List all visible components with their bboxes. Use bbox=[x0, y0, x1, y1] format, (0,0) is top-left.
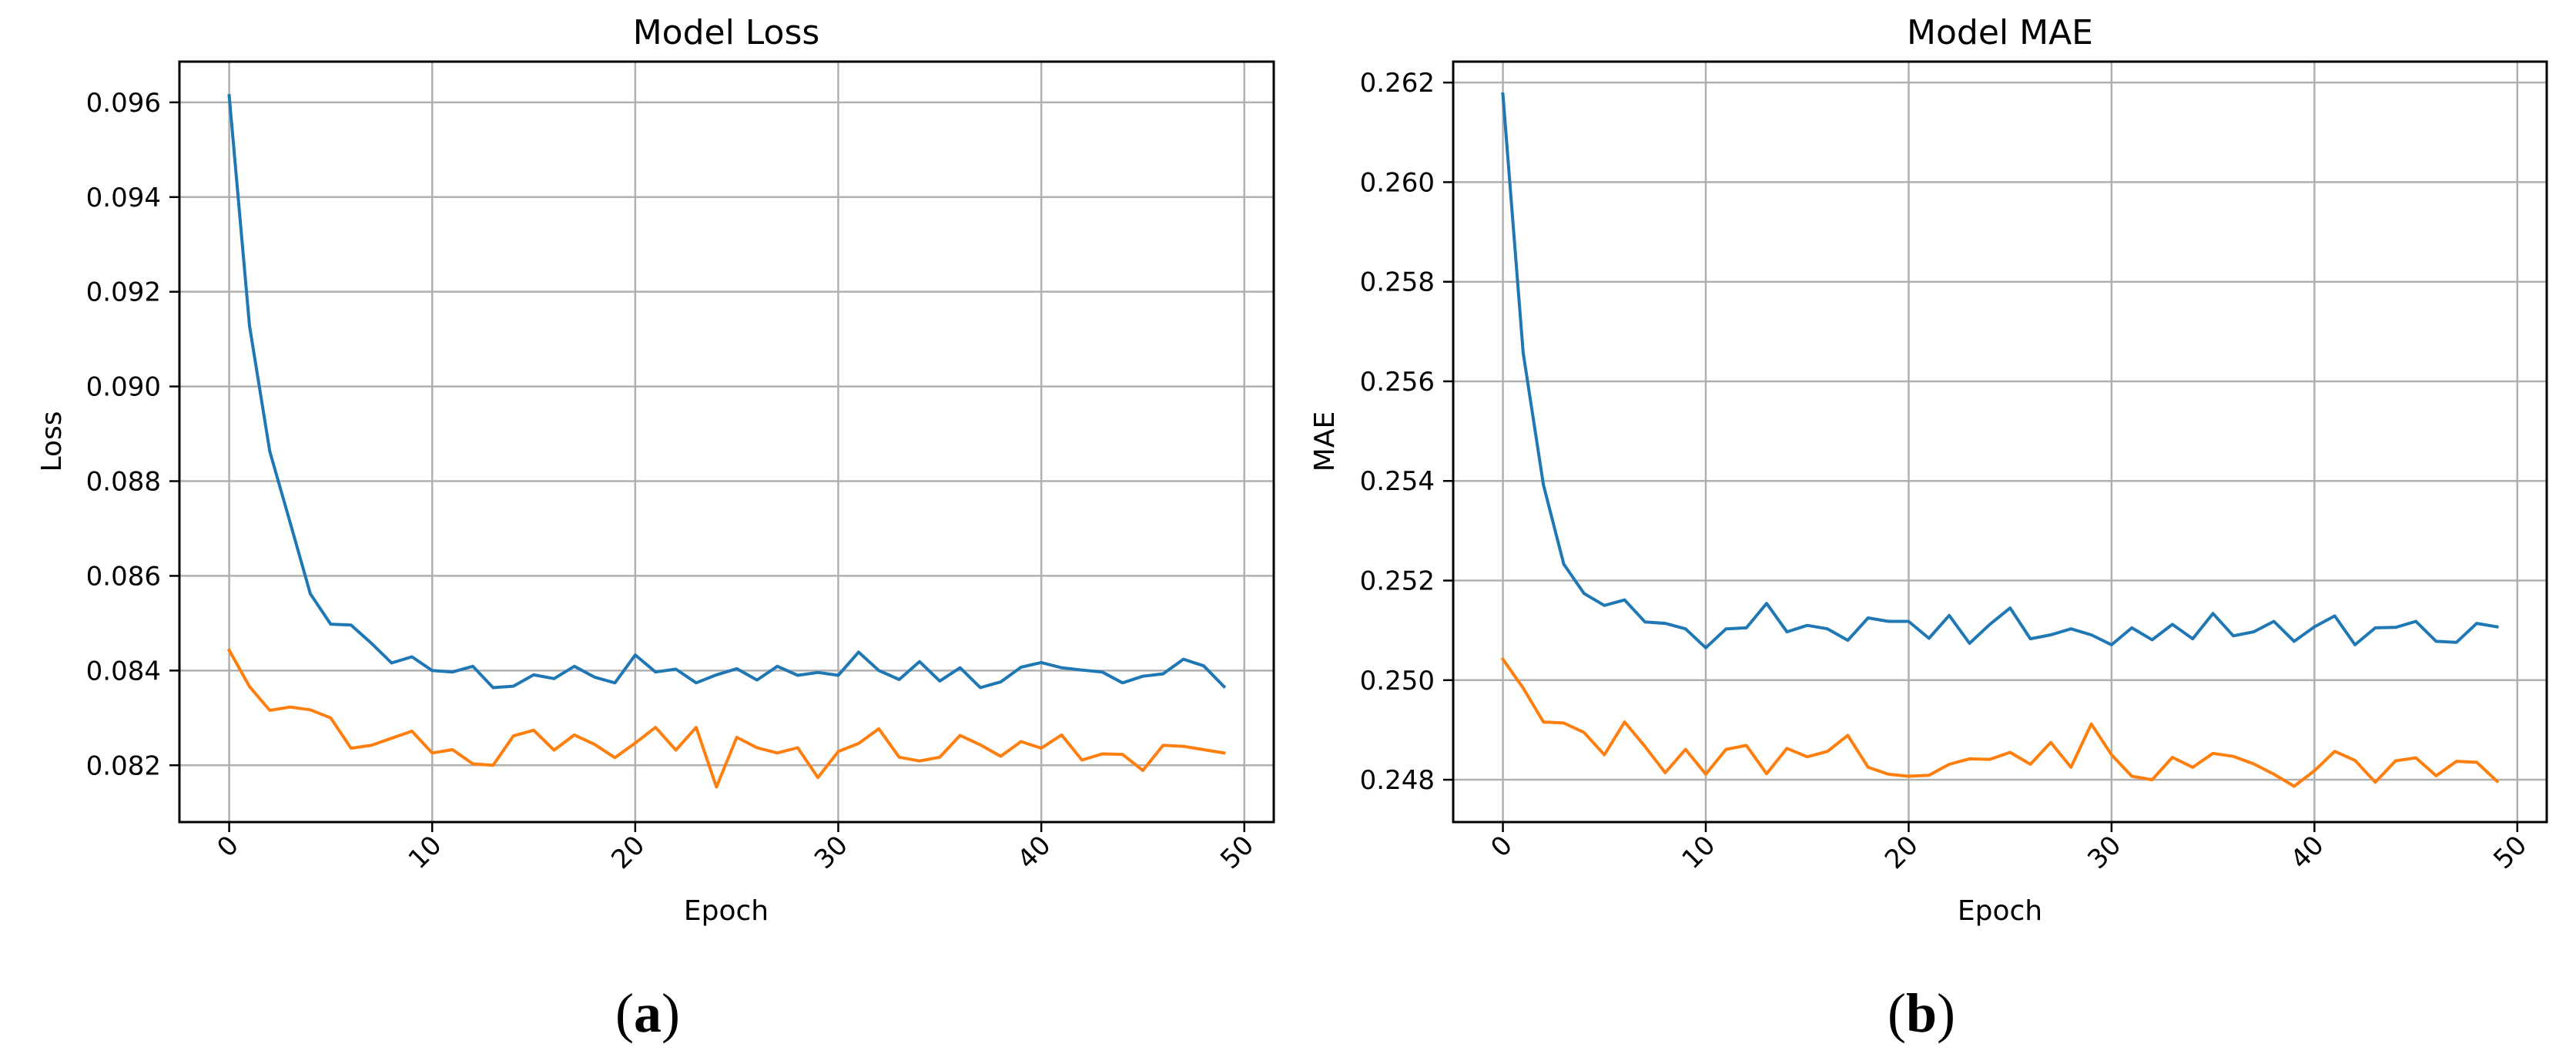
mae-train-line bbox=[1501, 92, 2499, 649]
loss-x-ticks: 0 10 20 30 40 50 bbox=[211, 822, 1260, 875]
loss-y-tick-label: 0.082 bbox=[86, 750, 161, 781]
loss-y-tick-label: 0.084 bbox=[86, 656, 161, 686]
panel-a-caption: (a) bbox=[615, 982, 680, 1044]
loss-x-tick-label: 40 bbox=[1012, 830, 1057, 875]
mae-y-tick-label: 0.256 bbox=[1360, 367, 1435, 398]
loss-x-tick-label: 0 bbox=[211, 830, 245, 864]
mae-y-tick-label: 0.260 bbox=[1360, 167, 1435, 198]
mae-x-tick-label: 30 bbox=[2082, 830, 2127, 875]
loss-chart-title: Model Loss bbox=[633, 13, 820, 52]
mae-chart-panel: Model MAE 0 10 20 30 40 50 0.2480.2500.2520.2… bbox=[1309, 13, 2548, 927]
loss-y-tick-label: 0.088 bbox=[86, 467, 161, 498]
loss-lines bbox=[226, 94, 1227, 789]
mae-lines bbox=[1500, 92, 2500, 788]
mae-y-tick-label: 0.258 bbox=[1360, 267, 1435, 298]
mae-chart-title: Model MAE bbox=[1907, 13, 2093, 52]
loss-y-tick-label: 0.094 bbox=[86, 183, 161, 213]
loss-y-tick-label: 0.096 bbox=[86, 88, 161, 119]
mae-x-tick-label: 0 bbox=[1485, 830, 1519, 864]
loss-y-tick-label: 0.086 bbox=[86, 561, 161, 592]
mae-validation-line bbox=[1500, 656, 2500, 788]
loss-y-tick-label: 0.090 bbox=[86, 372, 161, 403]
mae-y-tick-label: 0.254 bbox=[1360, 466, 1435, 497]
mae-y-axis-label: MAE bbox=[1309, 411, 1341, 472]
mae-y-tick-label: 0.262 bbox=[1360, 68, 1435, 99]
panel-b-caption: (b) bbox=[1887, 982, 1956, 1044]
loss-chart-panel: Model Loss 0 10 20 30 40 50 0.0820.0840.0860.… bbox=[36, 13, 1275, 927]
mae-y-tick-label: 0.250 bbox=[1360, 666, 1435, 696]
mae-axes-frame bbox=[1452, 60, 2548, 824]
loss-y-ticks: 0.082 0.084 0.086 0.088 0.090 0.092 0.094 0.096 bbox=[86, 88, 179, 781]
loss-validation-line bbox=[226, 648, 1226, 789]
mae-x-tick-label: 10 bbox=[1676, 830, 1721, 875]
mae-x-ticks: 0 10 20 30 40 50 bbox=[1485, 822, 2533, 875]
loss-axes-frame bbox=[178, 60, 1275, 824]
loss-y-tick-label: 0.092 bbox=[86, 277, 161, 308]
mae-x-tick-label: 50 bbox=[2487, 830, 2533, 875]
mae-grid bbox=[1453, 62, 2547, 822]
panel-b-caption-letter: b bbox=[1905, 982, 1938, 1044]
mae-x-tick-label: 40 bbox=[2285, 830, 2330, 875]
mae-y-tick-label: 0.248 bbox=[1360, 765, 1435, 796]
loss-y-axis-label: Loss bbox=[36, 411, 68, 472]
mae-x-tick-label: 20 bbox=[1879, 830, 1924, 875]
mae-y-tick-label: 0.252 bbox=[1360, 566, 1435, 597]
panel-a-caption-letter: a bbox=[634, 982, 662, 1044]
loss-x-axis-label: Epoch bbox=[684, 895, 769, 927]
loss-x-tick-label: 20 bbox=[605, 830, 651, 875]
mae-y-ticks: 0.248 0.250 0.252 0.254 0.256 0.258 0.260 0.262 bbox=[1360, 68, 1453, 796]
mae-x-axis-label: Epoch bbox=[1958, 895, 2042, 927]
loss-grid bbox=[179, 62, 1274, 822]
loss-x-tick-label: 50 bbox=[1214, 830, 1260, 875]
loss-x-tick-label: 10 bbox=[403, 830, 448, 875]
loss-train-line bbox=[227, 94, 1227, 690]
loss-x-tick-label: 30 bbox=[809, 830, 854, 875]
